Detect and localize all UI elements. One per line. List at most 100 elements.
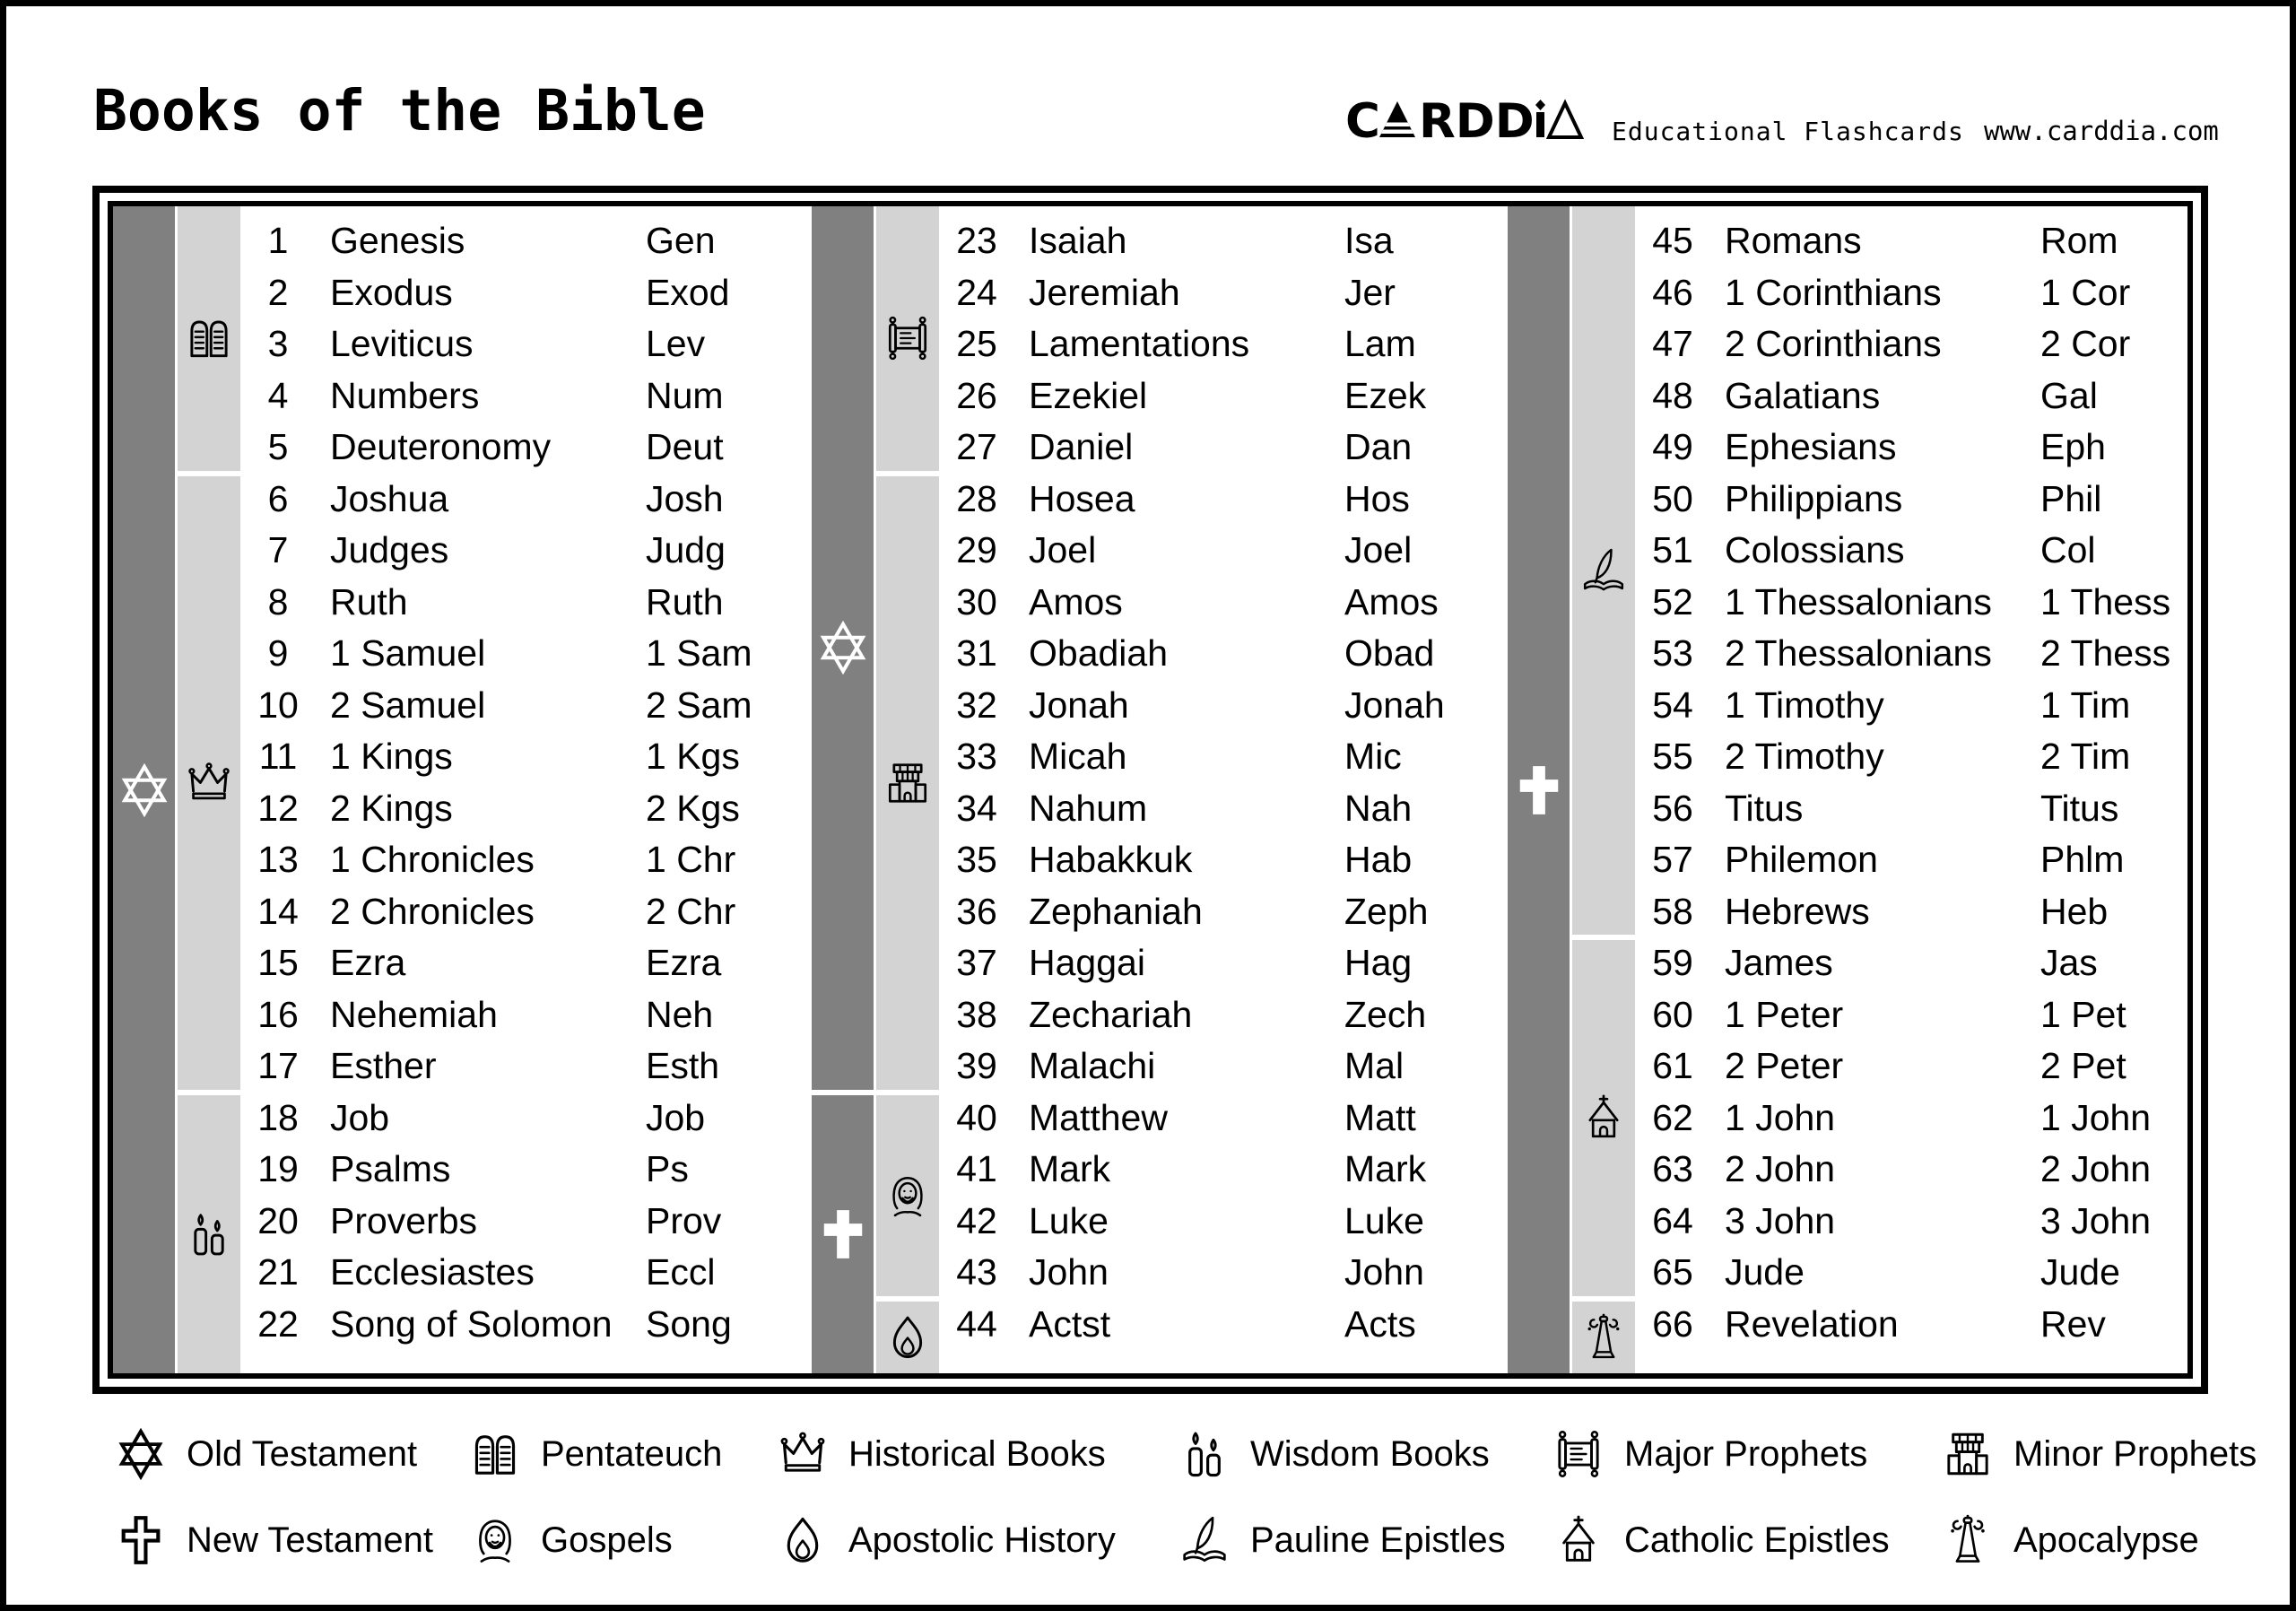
book-name: 2 John xyxy=(1725,1148,1836,1189)
book-abbreviation: Mic xyxy=(1344,736,1402,777)
book-name: Actst xyxy=(1029,1302,1111,1345)
table-row: 52 1 Thessalonians 1 Thess xyxy=(1508,577,2185,629)
table-row: 63 2 John 2 John xyxy=(1508,1144,2185,1196)
book-number: 65 xyxy=(1652,1251,1693,1293)
table-row: 1 Genesis Gen xyxy=(113,215,790,267)
book-number: 11 xyxy=(258,736,298,777)
book-number: 66 xyxy=(1652,1302,1693,1345)
table-row: 33 Micah Mic xyxy=(812,731,1489,783)
book-name: Joshua xyxy=(330,477,449,519)
book-name: 3 John xyxy=(1725,1199,1836,1241)
table-row: 14 2 Chronicles 2 Chr xyxy=(113,886,790,938)
book-name: Luke xyxy=(1029,1199,1109,1241)
book-abbreviation: Ezek xyxy=(1344,374,1427,416)
books-table-content: 1 Genesis Gen 2 Exodus Exod 3 Leviticus Lev 4 Numb… xyxy=(113,206,2187,1373)
flame-icon xyxy=(777,1514,829,1566)
table-row: 3 Leviticus Lev xyxy=(113,318,790,370)
table-row: 58 Hebrews Heb xyxy=(1508,886,2185,938)
table-row: 8 Ruth Ruth xyxy=(113,577,790,629)
book-abbreviation: Zech xyxy=(1344,993,1427,1035)
table-row: 66 Revelation Rev xyxy=(1508,1299,2185,1351)
book-number: 60 xyxy=(1652,993,1693,1035)
book-name: Isaiah xyxy=(1029,220,1127,261)
crown-icon xyxy=(185,759,233,807)
category-bar-segment xyxy=(876,1094,939,1296)
book-abbreviation: Hos xyxy=(1344,477,1410,519)
legend-item: Pauline Epistles xyxy=(1178,1514,1506,1566)
jesus-icon xyxy=(883,1171,932,1220)
legend-item: Major Prophets xyxy=(1552,1428,1867,1480)
book-name: Mark xyxy=(1029,1148,1111,1189)
star-of-david-icon xyxy=(115,1428,167,1480)
book-number: 53 xyxy=(1652,632,1693,674)
book-abbreviation: Acts xyxy=(1344,1302,1416,1345)
book-name: Zechariah xyxy=(1029,993,1193,1035)
book-number: 34 xyxy=(956,787,997,829)
table-row: 28 Hosea Hos xyxy=(812,474,1489,526)
book-name: Judges xyxy=(330,529,449,570)
legend-item: Pentateuch xyxy=(469,1428,722,1480)
table-row: 21 Ecclesiastes Eccl xyxy=(113,1247,790,1299)
torah-scroll-icon xyxy=(883,314,932,362)
table-row: 18 Job Job xyxy=(113,1093,790,1145)
book-name: James xyxy=(1725,942,1833,983)
tablets-icon xyxy=(185,314,233,362)
books-table: 1 Genesis Gen 2 Exodus Exod 3 Leviticus Lev 4 Numb… xyxy=(92,186,2208,1394)
church-icon xyxy=(1579,1093,1628,1142)
logo-letters-rdd: RDD xyxy=(1419,99,1535,145)
book-name: John xyxy=(1029,1251,1109,1293)
table-column: 23 Isaiah Isa 24 Jeremiah Jer 25 Lamentations La… xyxy=(812,206,1489,1373)
category-bar-segment xyxy=(1572,1301,1635,1373)
book-number: 19 xyxy=(257,1148,299,1189)
temple-icon xyxy=(1942,1428,1994,1480)
book-number: 54 xyxy=(1652,684,1693,726)
book-name: 2 Chronicles xyxy=(330,890,535,932)
book-number: 13 xyxy=(257,839,299,880)
table-row: 39 Malachi Mal xyxy=(812,1041,1489,1093)
quill-book-icon xyxy=(1178,1514,1231,1566)
quill-book-icon xyxy=(1579,546,1628,595)
book-abbreviation: Jonah xyxy=(1344,684,1445,726)
table-row: 36 Zephaniah Zeph xyxy=(812,886,1489,938)
book-number: 40 xyxy=(956,1096,997,1138)
table-row: 50 Philippians Phil xyxy=(1508,474,2185,526)
book-abbreviation: Nah xyxy=(1344,787,1413,829)
book-abbreviation: Jas xyxy=(2040,942,2098,983)
book-number: 61 xyxy=(1652,1045,1693,1086)
table-row: 9 1 Samuel 1 Sam xyxy=(113,628,790,680)
book-number: 25 xyxy=(956,323,997,364)
page-title: Books of the Bible xyxy=(93,78,706,144)
book-name: Philemon xyxy=(1725,839,1878,880)
book-name: Song of Solomon xyxy=(330,1302,613,1345)
book-number: 32 xyxy=(956,684,997,726)
book-name: Deuteronomy xyxy=(330,426,552,467)
book-name: Matthew xyxy=(1029,1096,1168,1138)
table-row: 13 1 Chronicles 1 Chr xyxy=(113,834,790,886)
table-row: 17 Esther Esth xyxy=(113,1041,790,1093)
testament-bar-segment xyxy=(1508,206,1570,1373)
book-abbreviation: 1 Pet xyxy=(2040,993,2126,1035)
book-name: Psalms xyxy=(330,1148,451,1189)
book-name: 2 Samuel xyxy=(330,684,486,726)
book-number: 29 xyxy=(956,529,997,570)
table-row: 32 Jonah Jonah xyxy=(812,680,1489,732)
book-name: 2 Thessalonians xyxy=(1725,632,1992,674)
legend-item: Historical Books xyxy=(777,1428,1106,1480)
book-name: 1 Peter xyxy=(1725,993,1844,1035)
book-abbreviation: 2 John xyxy=(2040,1148,2152,1189)
table-row: 51 Colossians Col xyxy=(1508,525,2185,577)
category-bar-segment xyxy=(1572,940,1635,1296)
book-name: Daniel xyxy=(1029,426,1134,467)
table-row: 43 John John xyxy=(812,1247,1489,1299)
flame-icon xyxy=(883,1313,932,1362)
book-number: 59 xyxy=(1652,942,1693,983)
book-abbreviation: 1 Tim xyxy=(2040,684,2131,726)
table-row: 62 1 John 1 John xyxy=(1508,1093,2185,1145)
book-number: 64 xyxy=(1652,1199,1693,1241)
book-abbreviation: Ruth xyxy=(646,580,724,623)
book-abbreviation: Josh xyxy=(646,477,724,519)
brand-website: www.carddia.com xyxy=(1984,116,2219,146)
book-abbreviation: Titus xyxy=(2040,787,2119,829)
book-number: 26 xyxy=(956,374,997,416)
category-bar-segment xyxy=(178,1094,240,1373)
